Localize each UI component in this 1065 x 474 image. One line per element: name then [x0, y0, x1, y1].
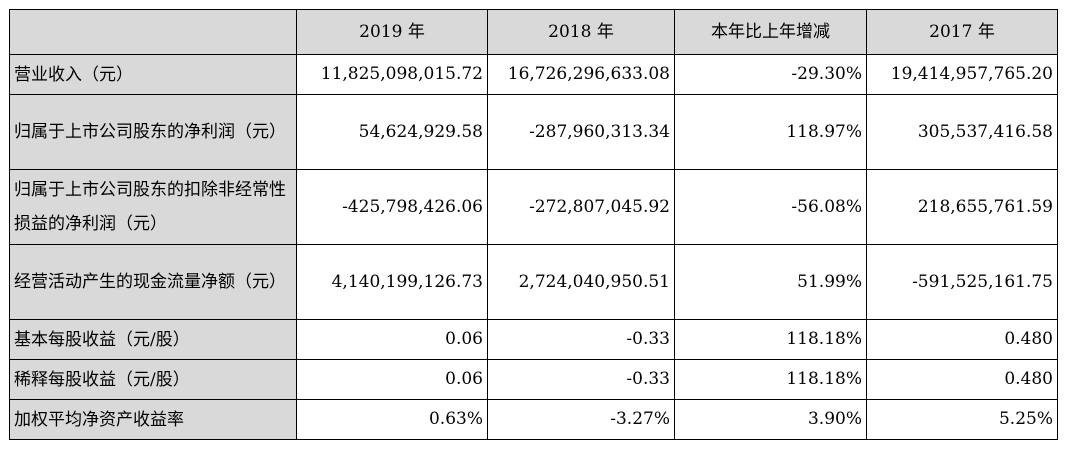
cell-2019: 4,140,199,126.73 — [296, 244, 488, 320]
header-cell-2018: 2018 年 — [487, 9, 675, 55]
cell-2019: 54,624,929.58 — [296, 94, 488, 170]
cell-yoy-change: 118.18% — [674, 319, 867, 360]
cell-2018: 16,726,296,633.08 — [487, 54, 675, 95]
cell-yoy-change: -56.08% — [674, 169, 867, 245]
row-label: 稀释每股收益（元/股） — [9, 359, 297, 400]
row-label: 归属于上市公司股东的扣除非经常性损益的净利润（元） — [9, 169, 297, 245]
cell-yoy-change: 118.97% — [674, 94, 867, 170]
header-cell-corner — [9, 9, 297, 55]
row-label: 基本每股收益（元/股） — [9, 319, 297, 360]
cell-2018: -272,807,045.92 — [487, 169, 675, 245]
cell-yoy-change: -29.30% — [674, 54, 867, 95]
table-header-row: 2019 年 2018 年 本年比上年增减 2017 年 — [9, 9, 1058, 55]
table-row: 加权平均净资产收益率 0.63% -3.27% 3.90% 5.25% — [9, 399, 1058, 440]
table-row: 归属于上市公司股东的净利润（元） 54,624,929.58 -287,960,… — [9, 94, 1058, 170]
table-row: 经营活动产生的现金流量净额（元） 4,140,199,126.73 2,724,… — [9, 244, 1058, 320]
table-row: 归属于上市公司股东的扣除非经常性损益的净利润（元） -425,798,426.0… — [9, 169, 1058, 245]
table-row: 营业收入（元） 11,825,098,015.72 16,726,296,633… — [9, 54, 1058, 95]
cell-2018: -0.33 — [487, 359, 675, 400]
row-label: 营业收入（元） — [9, 54, 297, 95]
financial-summary-table: 2019 年 2018 年 本年比上年增减 2017 年 营业收入（元） 11,… — [9, 9, 1058, 440]
cell-yoy-change: 51.99% — [674, 244, 867, 320]
cell-2017: 218,655,761.59 — [866, 169, 1058, 245]
header-cell-yoy-change: 本年比上年增减 — [674, 9, 867, 55]
cell-2019: 0.06 — [296, 319, 488, 360]
header-cell-2017: 2017 年 — [866, 9, 1058, 55]
cell-yoy-change: 3.90% — [674, 399, 867, 440]
cell-2017: 0.480 — [866, 359, 1058, 400]
cell-2019: 0.63% — [296, 399, 488, 440]
cell-2018: -287,960,313.34 — [487, 94, 675, 170]
cell-2019: 11,825,098,015.72 — [296, 54, 488, 95]
cell-2017: -591,525,161.75 — [866, 244, 1058, 320]
cell-2018: -0.33 — [487, 319, 675, 360]
table-row: 稀释每股收益（元/股） 0.06 -0.33 118.18% 0.480 — [9, 359, 1058, 400]
table-row: 基本每股收益（元/股） 0.06 -0.33 118.18% 0.480 — [9, 319, 1058, 360]
row-label: 加权平均净资产收益率 — [9, 399, 297, 440]
row-label: 经营活动产生的现金流量净额（元） — [9, 244, 297, 320]
cell-2017: 19,414,957,765.20 — [866, 54, 1058, 95]
cell-2018: -3.27% — [487, 399, 675, 440]
cell-2017: 0.480 — [866, 319, 1058, 360]
cell-2019: -425,798,426.06 — [296, 169, 488, 245]
cell-2017: 305,537,416.58 — [866, 94, 1058, 170]
row-label: 归属于上市公司股东的净利润（元） — [9, 94, 297, 170]
cell-2019: 0.06 — [296, 359, 488, 400]
cell-2017: 5.25% — [866, 399, 1058, 440]
cell-yoy-change: 118.18% — [674, 359, 867, 400]
cell-2018: 2,724,040,950.51 — [487, 244, 675, 320]
header-cell-2019: 2019 年 — [296, 9, 488, 55]
